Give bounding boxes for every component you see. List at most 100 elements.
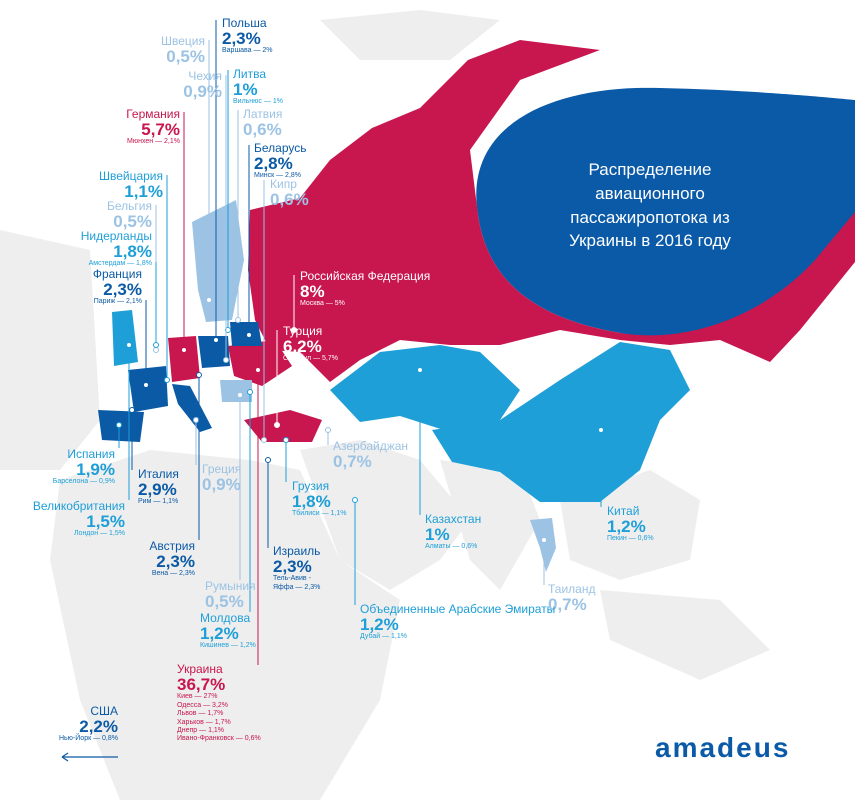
leader-dot [261, 437, 267, 443]
leader-dot [246, 332, 252, 338]
country-share: 1% [233, 79, 258, 99]
country-share: 2,3% [156, 551, 195, 571]
city-share: Кишинев — 1,2% [200, 642, 256, 650]
country-share: 1,8% [113, 241, 152, 261]
leader-dot [181, 347, 187, 353]
country-name: Греция [202, 462, 242, 476]
country-share: 2,9% [138, 479, 177, 499]
country-name: Объединенные Арабские Эмираты [360, 602, 556, 616]
romania-moldova [220, 380, 252, 402]
country-name: Испания [67, 447, 115, 461]
city-share: Харьков — 1,7% [177, 718, 231, 726]
country-share: 0,7% [548, 594, 587, 614]
poland [198, 336, 230, 368]
city-share: Вильнюс — 1% [233, 98, 283, 106]
country-label: Литва 1% Вильнюс — 1% [233, 68, 283, 107]
leader-dot [255, 367, 261, 373]
country-name: Кипр [270, 177, 297, 191]
country-share: 0,6% [270, 189, 309, 209]
title-blob [476, 87, 855, 339]
country-label: Бельгия 0,5% [107, 200, 152, 230]
city-share: Пекин — 0,6% [607, 535, 654, 543]
country-name: Нидерланды [80, 229, 152, 243]
leader-dot [153, 347, 159, 353]
leader-dot [417, 367, 423, 373]
title: Распределение авиационного пассажиропото… [569, 160, 731, 251]
city-share: Барселона — 0,9% [52, 478, 115, 486]
country-label: Азербайджан 0,7% [333, 440, 408, 470]
germany [168, 336, 200, 382]
leader-dot [352, 497, 358, 503]
country-label: Австрия 2,3% Вена — 2,3% [149, 540, 195, 579]
city-share: Тбилиси — 1,1% [292, 510, 347, 518]
leader-dot [283, 437, 289, 443]
country-name: Италия [138, 467, 179, 481]
country-name: Израиль [273, 544, 321, 558]
italy [172, 384, 212, 432]
country-label: Российская Федерация 8% Москва — 5% [300, 270, 430, 309]
scandinavia [192, 200, 244, 322]
leader-dot [193, 417, 199, 423]
country-label: Чехия 0,9% [183, 70, 222, 100]
country-share: 5,7% [141, 119, 180, 139]
country-name: Румыния [205, 579, 256, 593]
leader-dot [153, 342, 159, 348]
country-name: Таиланд [548, 582, 596, 596]
leader-dot [235, 317, 241, 323]
country-label: Германия 5,7% Мюнхен — 2,1% [126, 108, 180, 147]
thailand [530, 518, 556, 572]
country-name: Швеция [161, 34, 205, 48]
country-share: 0,9% [183, 81, 222, 101]
city-share: Алматы — 0,6% [425, 543, 478, 551]
city-share: Одесса — 3,2% [177, 701, 229, 709]
leader-dot [598, 427, 604, 433]
france [128, 366, 168, 412]
city-share: Стамбул — 5,7% [283, 355, 338, 363]
country-label: США 2,2% Нью-Йорк — 0,8% [59, 705, 118, 744]
city-share: Яффа — 2,3% [273, 583, 321, 591]
country-share: 2,8% [254, 153, 293, 173]
city-share: Варшава — 2% [222, 47, 273, 55]
city-share: Дубай — 1,1% [360, 633, 407, 641]
leader-dot [126, 342, 132, 348]
country-label: Швеция 0,5% [161, 35, 205, 65]
country-share: 0,7% [333, 451, 372, 471]
leader-dot [143, 382, 149, 388]
country-label: Греция 0,9% [202, 463, 241, 493]
leader-lines [116, 20, 604, 665]
city-share: Львов — 1,7% [177, 710, 224, 718]
country-name: Украина [177, 662, 223, 676]
country-name: Швейцария [98, 169, 163, 183]
country-share: 2,3% [273, 556, 312, 576]
country-label: Турция 6,2% Стамбул — 5,7% [283, 325, 338, 364]
leader-dot [223, 357, 229, 363]
country-name: Молдова [200, 611, 251, 625]
leader-dot [213, 337, 219, 343]
russia [248, 40, 855, 382]
city-share: Париж — 2,1% [93, 298, 142, 306]
country-share: 0,9% [202, 474, 241, 494]
city-share: Вена — 2,3% [151, 570, 195, 578]
country-label: Польша 2,3% Варшава — 2% [222, 17, 273, 56]
logo: amadeus [655, 732, 791, 763]
country-name: Китай [607, 504, 640, 518]
city-share: Киев — 27% [177, 693, 218, 701]
country-name: Бельгия [107, 199, 152, 213]
turkey [244, 410, 322, 442]
country-label: Кипр 0,6% [270, 178, 309, 208]
country-share: 1,9% [76, 459, 115, 479]
country-label: Испания 1,9% Барселона — 0,9% [53, 448, 115, 487]
city-share: Нью-Йорк — 0,8% [58, 735, 118, 743]
city-share: Рим — 1,1% [138, 498, 179, 506]
country-name: Австрия [149, 539, 195, 553]
country-name: Франция [92, 267, 142, 281]
usa-arrow [61, 752, 118, 762]
city-share: Тель-Авив - [273, 575, 311, 583]
country-label: Объединенные Арабские Эмираты 1,2% Дубай —… [360, 603, 555, 642]
leader-dot [196, 372, 202, 378]
country-name: Польша [222, 16, 267, 30]
country-label: Грузия 1,8% Тбилиси — 1,1% [292, 480, 346, 519]
kazakhstan [330, 345, 520, 432]
country-share: 2,2% [79, 716, 118, 736]
